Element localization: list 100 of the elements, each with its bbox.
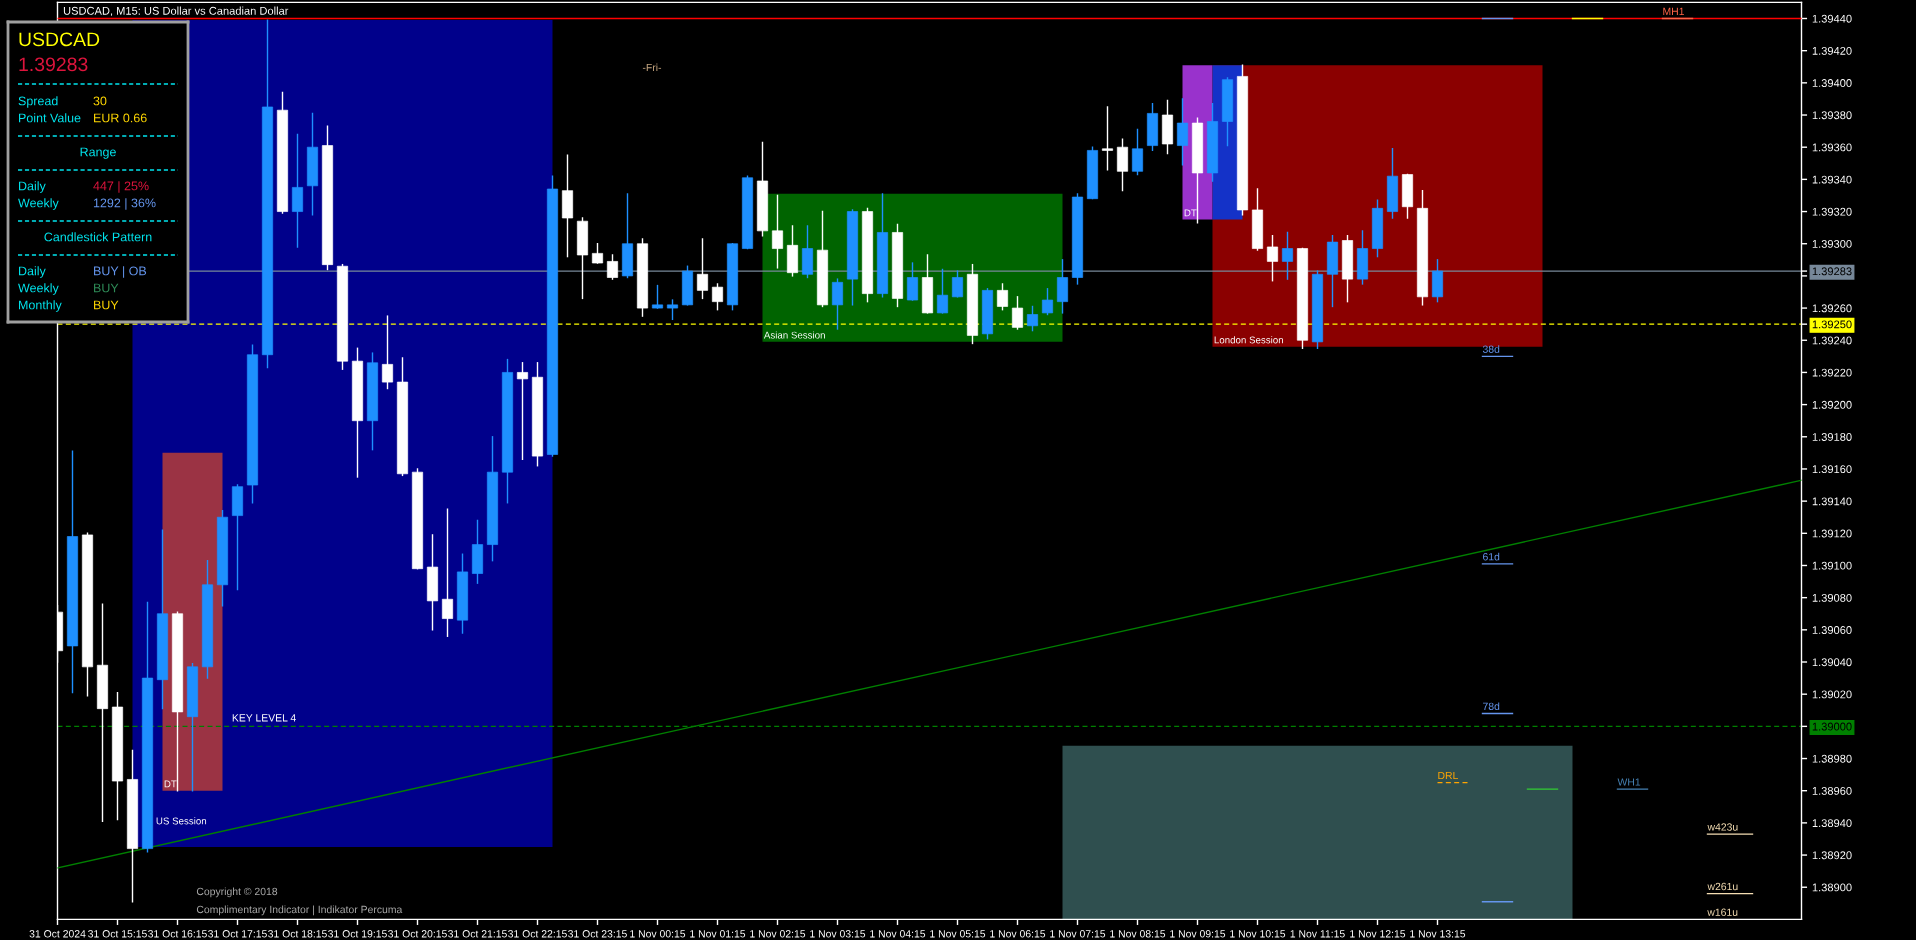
candlestick [936, 268, 949, 314]
annotation: BUY | OB [94, 266, 147, 278]
candlestick [1101, 106, 1114, 171]
series-label: DRL [1438, 771, 1458, 780]
candlestick [1026, 305, 1039, 332]
annotation: Range [80, 147, 116, 159]
text: Daily [19, 266, 46, 278]
chart-title: USDCAD, M15: US Dollar vs Canadian Dollar [63, 6, 289, 17]
y-tick-label: 1.38940 [1812, 819, 1852, 828]
candlestick [516, 362, 529, 460]
y-tick-label: 1.39140 [1812, 497, 1852, 506]
annotation: BUY [94, 300, 119, 310]
y-tick-label: 1.39080 [1812, 593, 1852, 602]
y-tick-label: 1.39120 [1812, 529, 1852, 538]
y-tick-label: 1.38900 [1812, 883, 1852, 892]
y-tick-label: 1.38980 [1812, 754, 1852, 763]
candlestick [996, 283, 1009, 311]
y-tick-label: 1.39300 [1812, 239, 1852, 248]
y-tick-label: 1.39000 [1812, 722, 1852, 731]
candlestick [951, 270, 964, 298]
annotation: Point Value [19, 113, 81, 123]
text: Daily [19, 181, 46, 193]
x-tick-label: 31 Oct 20:15 [388, 930, 447, 938]
x-tick-label: 1 Nov 13:15 [1410, 930, 1466, 938]
x-tick-label: 31 Oct 16:15 [148, 930, 207, 938]
y-tick-label: 1.39260 [1812, 304, 1852, 313]
x-tick-label: 1 Nov 08:15 [1110, 930, 1166, 938]
annotation: EUR 0.66 [94, 113, 147, 123]
candlestick [381, 315, 394, 390]
x-tick-label: 1 Nov 11:15 [1290, 930, 1345, 938]
x-tick-label: 1 Nov 05:15 [930, 930, 986, 938]
candlestick [1041, 288, 1054, 316]
x-tick-label: 31 Oct 21:15 [448, 930, 507, 938]
y-tick-label: 1.38960 [1812, 786, 1852, 795]
x-tick-label: 1 Nov 12:15 [1350, 930, 1406, 938]
series-label: 38d [1482, 345, 1500, 353]
x-tick-label: 1 Nov 04:15 [870, 930, 926, 938]
annotation: Candlestick Pattern [44, 232, 152, 242]
x-tick-label: 1 Nov 06:15 [990, 930, 1046, 938]
annotation: w161u [1707, 908, 1738, 916]
x-tick-label: 1 Nov 09:15 [1170, 930, 1226, 938]
x-tick-label: 31 Oct 2024 [29, 930, 86, 938]
x-tick-label: 31 Oct 22:15 [508, 930, 567, 938]
y-tick-label: 1.38920 [1812, 851, 1852, 860]
candlestick [651, 284, 664, 309]
annotation: 30 [93, 96, 107, 106]
annotation: Complimentary Indicator | Indikator Percuma [196, 905, 403, 916]
x-tick-label: 31 Oct 17:15 [208, 930, 267, 938]
x-tick-label: 1 Nov 07:15 [1050, 930, 1106, 938]
ref-line-label: KEY LEVEL 4 [232, 714, 296, 722]
annotation: Weekly [18, 198, 59, 210]
y-tick-label: 1.39283 [1812, 267, 1852, 276]
series-label: 78d [1483, 702, 1500, 711]
candlestick [831, 278, 844, 330]
series-label: 61d [1483, 552, 1500, 561]
candlestick [906, 262, 919, 301]
candlestick [1266, 234, 1279, 282]
series-label: w261u [1707, 882, 1738, 891]
x-tick-label: 1 Nov 03:15 [810, 930, 866, 938]
candlestick [591, 243, 604, 264]
annotation: London Session [1214, 336, 1283, 344]
candlestick [1131, 128, 1144, 176]
candlestick [711, 283, 724, 311]
text: 1.39283 [19, 57, 88, 72]
x-tick-label: 31 Oct 18:15 [268, 930, 327, 938]
x-tick-label: 31 Oct 19:15 [328, 930, 387, 938]
y-tick-label: 1.39220 [1812, 368, 1852, 377]
annotation: Weekly [18, 283, 59, 295]
y-tick-label: 1.39020 [1812, 690, 1852, 699]
x-tick-label: 1 Nov 10:15 [1230, 930, 1286, 938]
candlestick [1011, 296, 1024, 330]
annotation: 1292 | 36% [93, 198, 156, 210]
candlestick [771, 194, 784, 269]
y-tick-label: 1.39340 [1812, 175, 1852, 184]
candlestick [1281, 231, 1294, 280]
y-tick-label: 1.39200 [1812, 400, 1852, 409]
series-label: MH1 [1663, 7, 1684, 15]
y-tick-label: 1.39180 [1812, 433, 1852, 441]
annotation: DT [164, 780, 177, 788]
x-tick-label: 31 Oct 15:15 [88, 930, 147, 938]
candlestick [606, 254, 619, 280]
annotation: Monthly [19, 300, 62, 312]
y-tick-label: 1.39100 [1812, 561, 1852, 570]
y-tick-label: 1.39250 [1812, 320, 1852, 329]
annotation: DT [1184, 209, 1197, 217]
candlestick [1176, 98, 1189, 166]
x-tick-label: 1 Nov 01:15 [690, 930, 746, 938]
text: USDCAD [19, 32, 100, 47]
y-tick-label: 1.39380 [1812, 111, 1852, 120]
series-label: w423u [1707, 823, 1738, 831]
y-tick-label: 1.39240 [1812, 336, 1852, 345]
x-tick-label: 1 Nov 02:15 [750, 930, 806, 938]
annotation: US Session [156, 817, 207, 825]
annotation: 447 | 25% [93, 181, 149, 193]
annotation: Spread [18, 96, 58, 108]
y-tick-label: 1.39400 [1812, 79, 1852, 87]
y-tick-label: 1.39160 [1812, 465, 1852, 474]
annotation: BUY [94, 283, 119, 293]
y-tick-label: 1.39440 [1812, 14, 1852, 23]
x-tick-label: 1 Nov 00:15 [630, 930, 686, 938]
